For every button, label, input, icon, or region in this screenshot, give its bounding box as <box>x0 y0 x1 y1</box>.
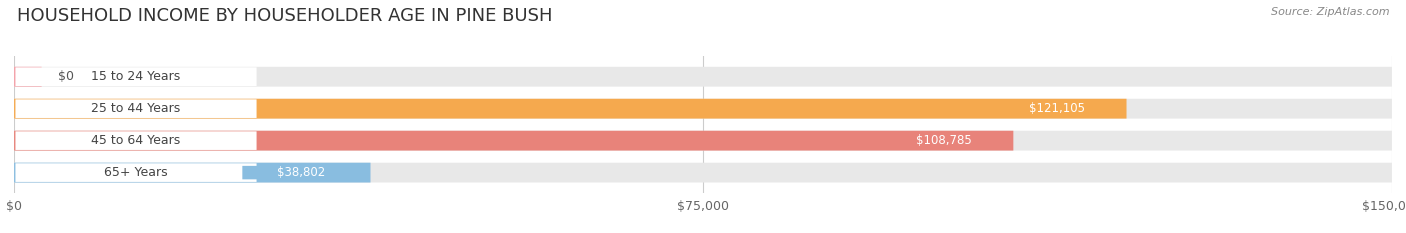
FancyBboxPatch shape <box>14 131 1392 151</box>
Text: Source: ZipAtlas.com: Source: ZipAtlas.com <box>1271 7 1389 17</box>
FancyBboxPatch shape <box>998 102 1115 115</box>
FancyBboxPatch shape <box>14 67 1392 87</box>
Text: $0: $0 <box>58 70 75 83</box>
FancyBboxPatch shape <box>15 99 256 118</box>
FancyBboxPatch shape <box>15 163 256 182</box>
Text: $38,802: $38,802 <box>277 166 325 179</box>
FancyBboxPatch shape <box>14 99 1126 119</box>
Text: $121,105: $121,105 <box>1029 102 1085 115</box>
FancyBboxPatch shape <box>14 99 1392 119</box>
FancyBboxPatch shape <box>14 163 1392 182</box>
Text: 25 to 44 Years: 25 to 44 Years <box>91 102 180 115</box>
Text: 65+ Years: 65+ Years <box>104 166 167 179</box>
Text: 45 to 64 Years: 45 to 64 Years <box>91 134 180 147</box>
FancyBboxPatch shape <box>14 163 371 182</box>
FancyBboxPatch shape <box>14 67 42 87</box>
Text: HOUSEHOLD INCOME BY HOUSEHOLDER AGE IN PINE BUSH: HOUSEHOLD INCOME BY HOUSEHOLDER AGE IN P… <box>17 7 553 25</box>
FancyBboxPatch shape <box>242 166 360 179</box>
FancyBboxPatch shape <box>14 131 1014 151</box>
FancyBboxPatch shape <box>886 134 1002 147</box>
FancyBboxPatch shape <box>15 67 256 86</box>
Text: 15 to 24 Years: 15 to 24 Years <box>91 70 180 83</box>
FancyBboxPatch shape <box>15 131 256 150</box>
Text: $108,785: $108,785 <box>915 134 972 147</box>
